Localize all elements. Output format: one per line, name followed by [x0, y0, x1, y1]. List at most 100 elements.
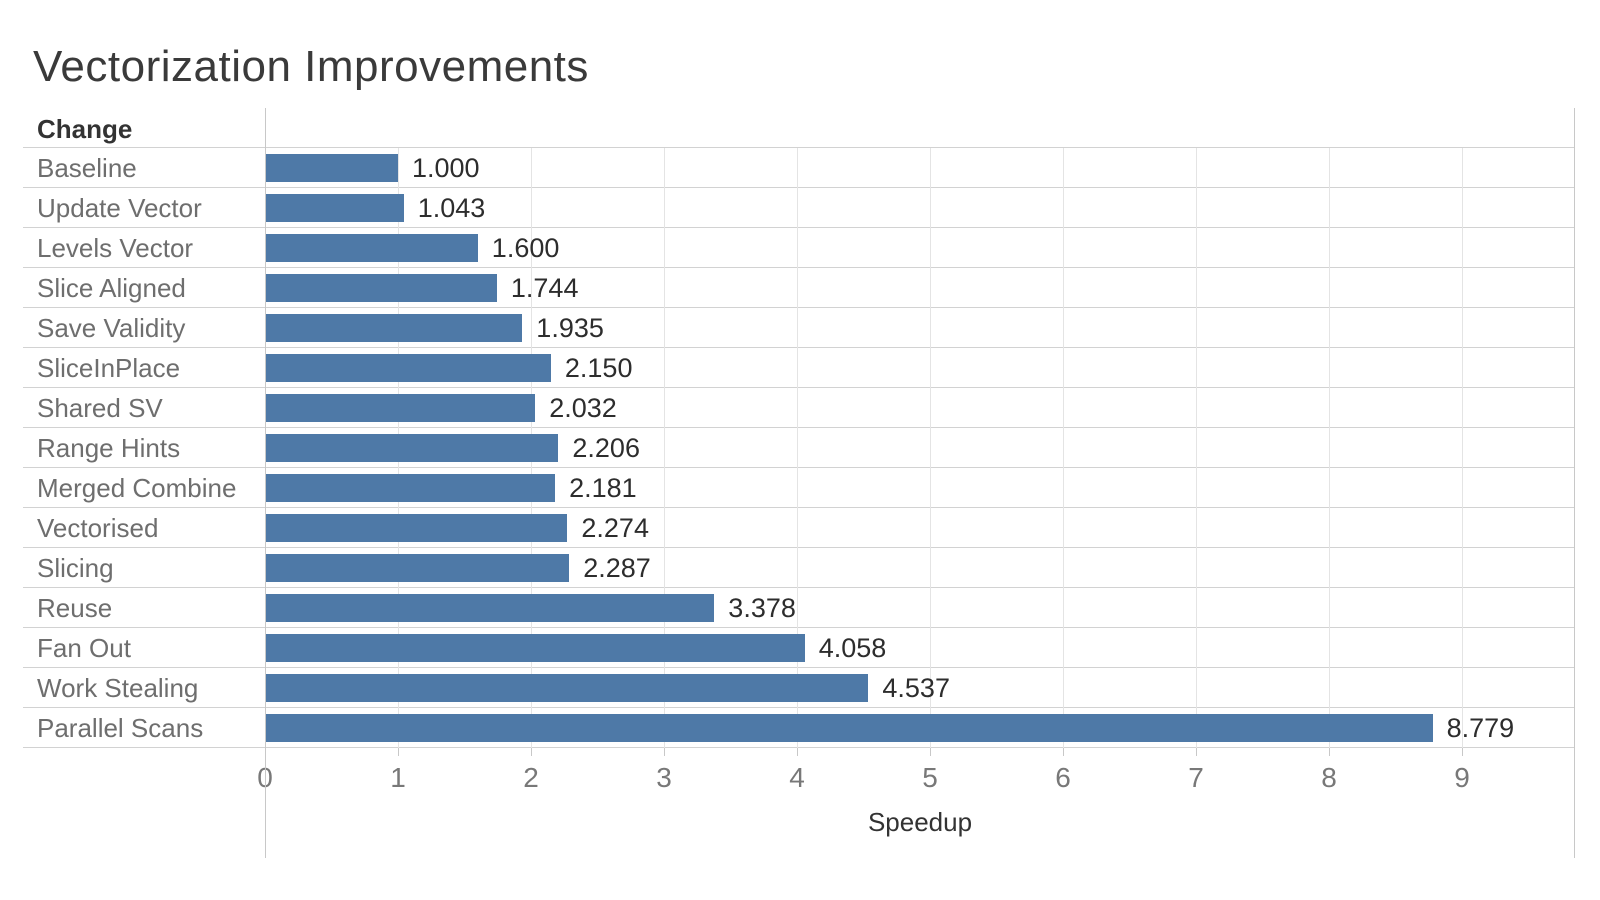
bar-mark[interactable]	[265, 234, 478, 262]
bar-cell: 1.000	[265, 148, 1575, 187]
x-tick-mark	[664, 748, 665, 756]
row-label: Fan Out	[37, 633, 131, 663]
bar-mark[interactable]	[265, 594, 715, 622]
table-row: Reuse 3.378	[23, 588, 1575, 628]
bar-mark[interactable]	[265, 714, 1433, 742]
bar-mark[interactable]	[265, 354, 551, 382]
table-row: Fan Out 4.058	[23, 628, 1575, 668]
x-tick-mark	[1329, 748, 1330, 756]
bar-mark[interactable]	[265, 634, 805, 662]
value-label: 8.779	[1446, 713, 1515, 743]
table-row: Vectorised 2.274	[23, 508, 1575, 548]
gridline	[930, 148, 931, 748]
x-tick-label: 3	[656, 762, 672, 793]
bar-mark[interactable]	[265, 274, 497, 302]
gridline	[1063, 148, 1064, 748]
zero-axis-line	[265, 108, 266, 858]
table-row: Slicing 2.287	[23, 548, 1575, 588]
table-row: Work Stealing 4.537	[23, 668, 1575, 708]
row-label: Range Hints	[37, 433, 181, 463]
value-label: 4.058	[818, 633, 887, 663]
bar-chart: Change Baseline 1.000 Update Vector 1.043 Le…	[23, 108, 1575, 858]
bar-mark[interactable]	[265, 674, 869, 702]
header-row: Change	[23, 108, 1575, 148]
x-tick-label: 6	[1055, 762, 1071, 793]
bar-mark[interactable]	[265, 434, 559, 462]
bar-cell: 4.537	[265, 668, 1575, 707]
bar-cell: 1.935	[265, 308, 1575, 347]
x-tick-label: 7	[1188, 762, 1204, 793]
x-tick-mark	[1196, 748, 1197, 756]
x-tick-mark	[531, 748, 532, 756]
table-row: Range Hints 2.206	[23, 428, 1575, 468]
x-tick-label: 2	[523, 762, 539, 793]
plot-right-border	[1574, 108, 1575, 858]
value-label: 1.935	[536, 313, 604, 343]
bar-mark[interactable]	[265, 474, 556, 502]
bar-cell: 1.600	[265, 228, 1575, 267]
x-tick-label: 5	[922, 762, 938, 793]
bar-mark[interactable]	[265, 194, 404, 222]
bar-mark[interactable]	[265, 314, 523, 342]
row-label: Vectorised	[37, 513, 159, 543]
gridline	[1462, 148, 1463, 748]
chart-title: Vectorization Improvements	[33, 42, 589, 91]
value-label: 1.043	[417, 193, 486, 223]
value-label: 2.181	[569, 473, 637, 503]
x-tick-label: 8	[1321, 762, 1337, 793]
bar-mark[interactable]	[265, 154, 398, 182]
x-tick-mark	[1063, 748, 1064, 756]
row-label: Reuse	[37, 593, 113, 623]
value-label: 1.744	[510, 273, 579, 303]
x-tick-label: 0	[225, 760, 305, 796]
bar-cell: 3.378	[265, 588, 1575, 627]
x-tick-label: 1	[390, 762, 406, 793]
bar-cell: 2.181	[265, 468, 1575, 507]
row-label: Shared SV	[37, 393, 163, 423]
row-label: Save Validity	[37, 313, 186, 343]
bar-mark[interactable]	[265, 554, 570, 582]
row-label: SliceInPlace	[37, 353, 181, 383]
bar-cell: 2.287	[265, 548, 1575, 587]
table-row: Slice Aligned 1.744	[23, 268, 1575, 308]
table-row: Baseline 1.000	[23, 148, 1575, 188]
row-header-label: Change	[37, 114, 133, 144]
row-label: Slicing	[37, 553, 114, 583]
bar-cell: 2.206	[265, 428, 1575, 467]
x-tick-label: 4	[789, 762, 805, 793]
gridline	[1329, 148, 1330, 748]
row-label: Merged Combine	[37, 473, 237, 503]
row-label: Update Vector	[37, 193, 202, 223]
gridline	[1196, 148, 1197, 748]
table-row: Save Validity 1.935	[23, 308, 1575, 348]
bar-cell: 2.032	[265, 388, 1575, 427]
table-row: Levels Vector 1.600	[23, 228, 1575, 268]
row-label: Work Stealing	[37, 673, 199, 703]
value-label: 4.537	[882, 673, 950, 703]
table-row: Parallel Scans 8.779	[23, 708, 1575, 748]
bar-cell: 1.043	[265, 188, 1575, 227]
x-tick-mark	[797, 748, 798, 756]
table-row: SliceInPlace 2.150	[23, 348, 1575, 388]
table-row: Shared SV 2.032	[23, 388, 1575, 428]
x-axis-title: Speedup	[867, 807, 973, 837]
row-label: Slice Aligned	[37, 273, 186, 303]
x-tick-label: 9	[1454, 762, 1470, 793]
x-tick-mark	[930, 748, 931, 756]
value-label: 1.600	[491, 233, 560, 263]
bar-cell: 4.058	[265, 628, 1575, 667]
value-label: 2.274	[581, 513, 649, 543]
bar-mark[interactable]	[265, 514, 568, 542]
x-axis-band: Speedup 0 1 2 3 4 5 6 7 8 9	[23, 748, 1575, 858]
value-label: 2.032	[549, 393, 617, 423]
bar-cell: 8.779	[265, 708, 1575, 747]
x-tick-mark	[1462, 748, 1463, 756]
value-label: 2.206	[572, 433, 640, 463]
bar-mark[interactable]	[265, 394, 536, 422]
gridline	[797, 148, 798, 748]
row-label: Parallel Scans	[37, 713, 204, 743]
row-label: Baseline	[37, 153, 137, 183]
bar-cell: 2.150	[265, 348, 1575, 387]
value-label: 3.378	[728, 593, 796, 623]
